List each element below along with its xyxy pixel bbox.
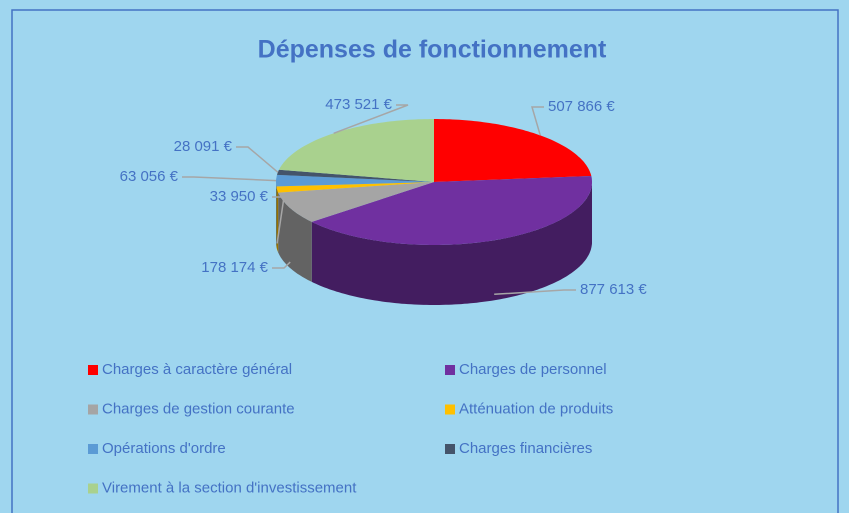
leader-line xyxy=(494,289,576,296)
pie-slice xyxy=(278,182,434,222)
data-label: 178 174 € xyxy=(201,259,268,276)
legend-label: Virement à la section d'investissement xyxy=(102,479,357,496)
data-label: 877 613 € xyxy=(580,281,647,298)
legend-label: Charges de personnel xyxy=(459,361,607,378)
pie-slice xyxy=(276,182,434,193)
pie-side xyxy=(311,182,592,305)
leader-line xyxy=(272,261,291,269)
pie-slice xyxy=(276,174,434,187)
chart-title: Dépenses de fonctionnement xyxy=(258,36,607,64)
pie-slice xyxy=(279,119,434,182)
data-label: 63 056 € xyxy=(120,168,179,185)
legend-swatch xyxy=(88,444,98,454)
pie-side xyxy=(278,192,312,282)
legend-swatch xyxy=(445,404,455,415)
legend-label: Charges à caractère général xyxy=(102,361,292,378)
data-label: 473 521 € xyxy=(325,96,392,113)
legend-label: Charges de gestion courante xyxy=(102,400,295,417)
leader-line xyxy=(333,104,409,135)
pie-slice xyxy=(434,119,592,182)
leader-line xyxy=(182,176,277,182)
leader-line xyxy=(236,146,279,173)
legend-label: Atténuation de produits xyxy=(459,400,613,417)
chart-border xyxy=(11,9,839,513)
pie-slice xyxy=(311,176,592,245)
legend-swatch xyxy=(88,365,98,375)
data-label: 28 091 € xyxy=(174,138,233,155)
legend-label: Charges financières xyxy=(459,440,592,457)
leader-line xyxy=(530,106,544,136)
leader-line xyxy=(272,196,285,244)
pie-slice xyxy=(277,169,434,182)
legend-label: Opérations d'ordre xyxy=(102,440,226,457)
legend-swatch xyxy=(88,404,98,415)
legend-swatch xyxy=(88,483,98,494)
legend-swatch xyxy=(445,365,455,375)
data-label: 33 950 € xyxy=(210,188,269,205)
data-label: 507 866 € xyxy=(548,98,615,115)
legend-swatch xyxy=(445,444,455,454)
